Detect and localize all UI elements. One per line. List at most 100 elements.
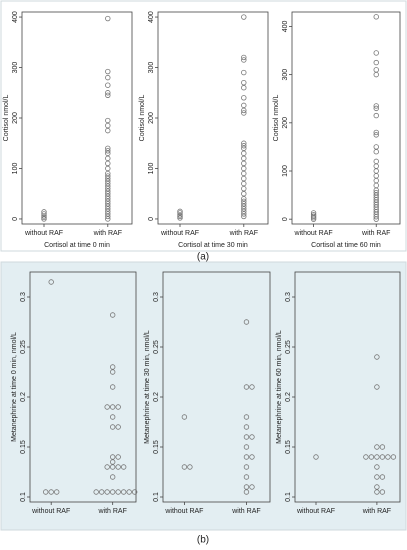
data-point	[241, 206, 247, 212]
data-point	[43, 489, 49, 495]
data-point	[374, 384, 380, 390]
data-point	[241, 160, 247, 167]
data-point	[105, 211, 111, 217]
data-point	[241, 165, 247, 172]
data-point	[385, 454, 391, 460]
data-point	[105, 175, 111, 182]
data-point	[181, 464, 188, 470]
data-point	[241, 145, 247, 151]
y-axis-label: Cortisol nmol/L	[3, 95, 10, 142]
data-point	[105, 185, 111, 192]
data-point	[241, 79, 247, 86]
data-point	[243, 319, 250, 325]
data-point	[373, 129, 379, 136]
data-point	[115, 454, 121, 460]
data-point	[105, 148, 111, 154]
y-tick-label: 0.1	[153, 492, 160, 502]
x-tick-label: without RAF	[164, 508, 203, 515]
data-point	[368, 454, 375, 460]
data-point	[41, 216, 47, 222]
y-tick-label: 100	[148, 163, 155, 175]
data-point	[310, 210, 317, 216]
data-point	[313, 454, 319, 460]
data-point	[373, 14, 379, 20]
data-point	[104, 464, 110, 470]
data-point	[373, 103, 379, 109]
data-point	[310, 213, 317, 219]
data-point	[373, 149, 379, 155]
data-point	[243, 454, 250, 460]
y-tick-label: 0	[148, 217, 155, 221]
data-point	[241, 110, 247, 116]
data-point	[131, 489, 138, 495]
x-tick-label: without RAF	[294, 230, 333, 237]
data-point	[105, 201, 111, 207]
data-point	[379, 489, 386, 495]
y-tick-label: 200	[12, 112, 19, 124]
y-tick-label: 0.1	[20, 492, 27, 502]
data-point	[105, 145, 111, 151]
data-point	[105, 183, 111, 189]
data-point	[109, 464, 116, 470]
data-point	[241, 85, 247, 91]
y-tick-label: 0.1	[285, 492, 292, 502]
data-point	[105, 82, 111, 88]
y-tick-label: 100	[12, 163, 19, 175]
y-tick-label: 0	[12, 217, 19, 221]
data-point	[105, 165, 111, 172]
x-tick-label: with RAF	[361, 230, 390, 237]
data-point	[379, 444, 386, 450]
data-point	[187, 464, 193, 470]
x-axis-label: Cortisol at time 60 min	[311, 242, 381, 249]
data-point	[241, 213, 247, 220]
data-point	[105, 68, 111, 75]
data-point	[243, 424, 250, 430]
data-point	[241, 14, 247, 20]
y-tick-label: 0.15	[20, 440, 27, 454]
y-tick-label: 0.3	[20, 292, 27, 302]
data-point	[241, 175, 247, 182]
data-point	[243, 489, 250, 495]
data-point	[374, 489, 380, 495]
y-tick-label: 400	[282, 21, 289, 33]
data-point	[109, 474, 116, 480]
x-tick-label: without RAF	[24, 230, 63, 237]
data-point	[241, 180, 247, 187]
data-point	[105, 213, 111, 220]
data-point	[115, 404, 121, 410]
y-axis-label: Cortisol nmol/L	[273, 95, 280, 142]
data-point	[105, 127, 111, 134]
data-point	[243, 444, 250, 450]
x-tick-label: without RAF	[31, 508, 70, 515]
data-point	[249, 454, 255, 460]
x-tick-label: with RAF	[231, 508, 260, 515]
data-point	[48, 489, 54, 495]
y-tick-label: 0.3	[153, 292, 160, 302]
y-tick-label: 0.15	[285, 440, 292, 454]
data-point	[243, 434, 250, 440]
data-point	[363, 454, 369, 460]
data-point	[249, 384, 255, 390]
data-point	[249, 484, 255, 490]
y-axis-label: Metanephrine at time 30 min, nmol/L	[144, 330, 151, 444]
data-point	[241, 211, 247, 217]
x-tick-label: without RAF	[296, 508, 335, 515]
y-tick-label: 300	[148, 62, 155, 74]
x-tick-label: with RAF	[93, 230, 122, 237]
y-tick-label: 0.25	[20, 340, 27, 354]
y-tick-label: 200	[148, 112, 155, 124]
x-tick-label: with RAF	[229, 230, 258, 237]
y-axis-label: Metanephrine at time 60 min, nmol/L	[276, 330, 283, 444]
data-point	[241, 54, 247, 61]
data-point	[105, 180, 111, 187]
y-axis-label: Metanephrine at time 0 min, nmol/L	[11, 332, 18, 442]
data-point	[93, 489, 99, 495]
y-axis-label: Cortisol nmol/L	[139, 95, 146, 142]
data-point	[109, 489, 116, 495]
data-point	[177, 213, 183, 220]
panel-b-bg	[0, 261, 407, 531]
data-point	[105, 74, 111, 81]
data-point	[241, 191, 247, 197]
data-point	[374, 354, 380, 360]
y-tick-label: 300	[282, 69, 289, 81]
